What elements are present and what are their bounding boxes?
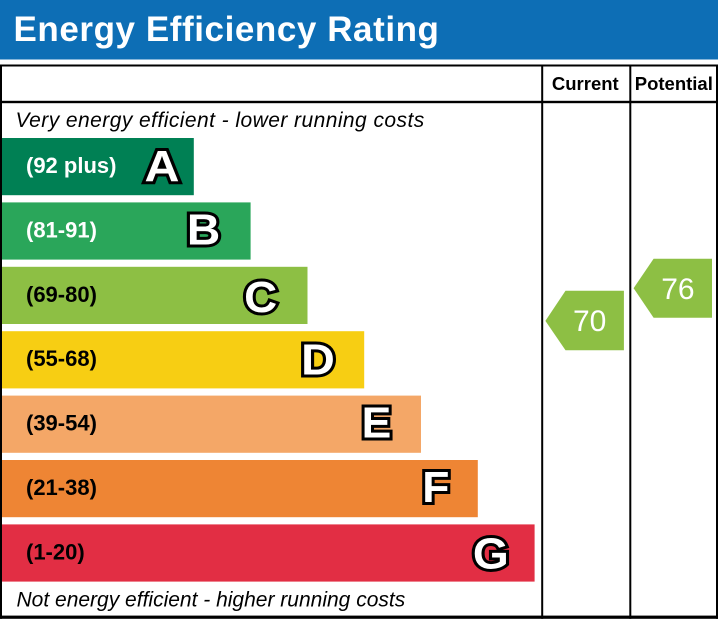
svg-text:(69-80): (69-80) xyxy=(26,282,97,307)
svg-text:G: G xyxy=(473,529,509,579)
svg-text:(55-68): (55-68) xyxy=(26,346,97,371)
svg-text:(39-54): (39-54) xyxy=(26,411,97,436)
svg-text:(21-38): (21-38) xyxy=(26,475,97,500)
svg-text:C: C xyxy=(244,272,277,322)
svg-text:(1-20): (1-20) xyxy=(26,539,85,564)
svg-text:D: D xyxy=(301,335,335,384)
svg-text:Not energy efficient - higher: Not energy efficient - higher running co… xyxy=(17,588,406,611)
svg-text:Potential: Potential xyxy=(635,73,713,94)
svg-text:A: A xyxy=(145,141,180,190)
svg-text:E: E xyxy=(362,399,392,448)
svg-text:F: F xyxy=(422,463,449,512)
svg-text:70: 70 xyxy=(573,305,606,338)
svg-text:Current: Current xyxy=(552,73,619,94)
svg-text:(92 plus): (92 plus) xyxy=(26,153,116,178)
svg-text:(81-91): (81-91) xyxy=(26,217,97,242)
svg-text:76: 76 xyxy=(661,273,694,306)
svg-text:B: B xyxy=(187,204,220,254)
svg-text:Very energy efficient - lower: Very energy efficient - lower running co… xyxy=(16,109,425,132)
svg-text:Energy Efficiency Rating: Energy Efficiency Rating xyxy=(14,10,440,49)
